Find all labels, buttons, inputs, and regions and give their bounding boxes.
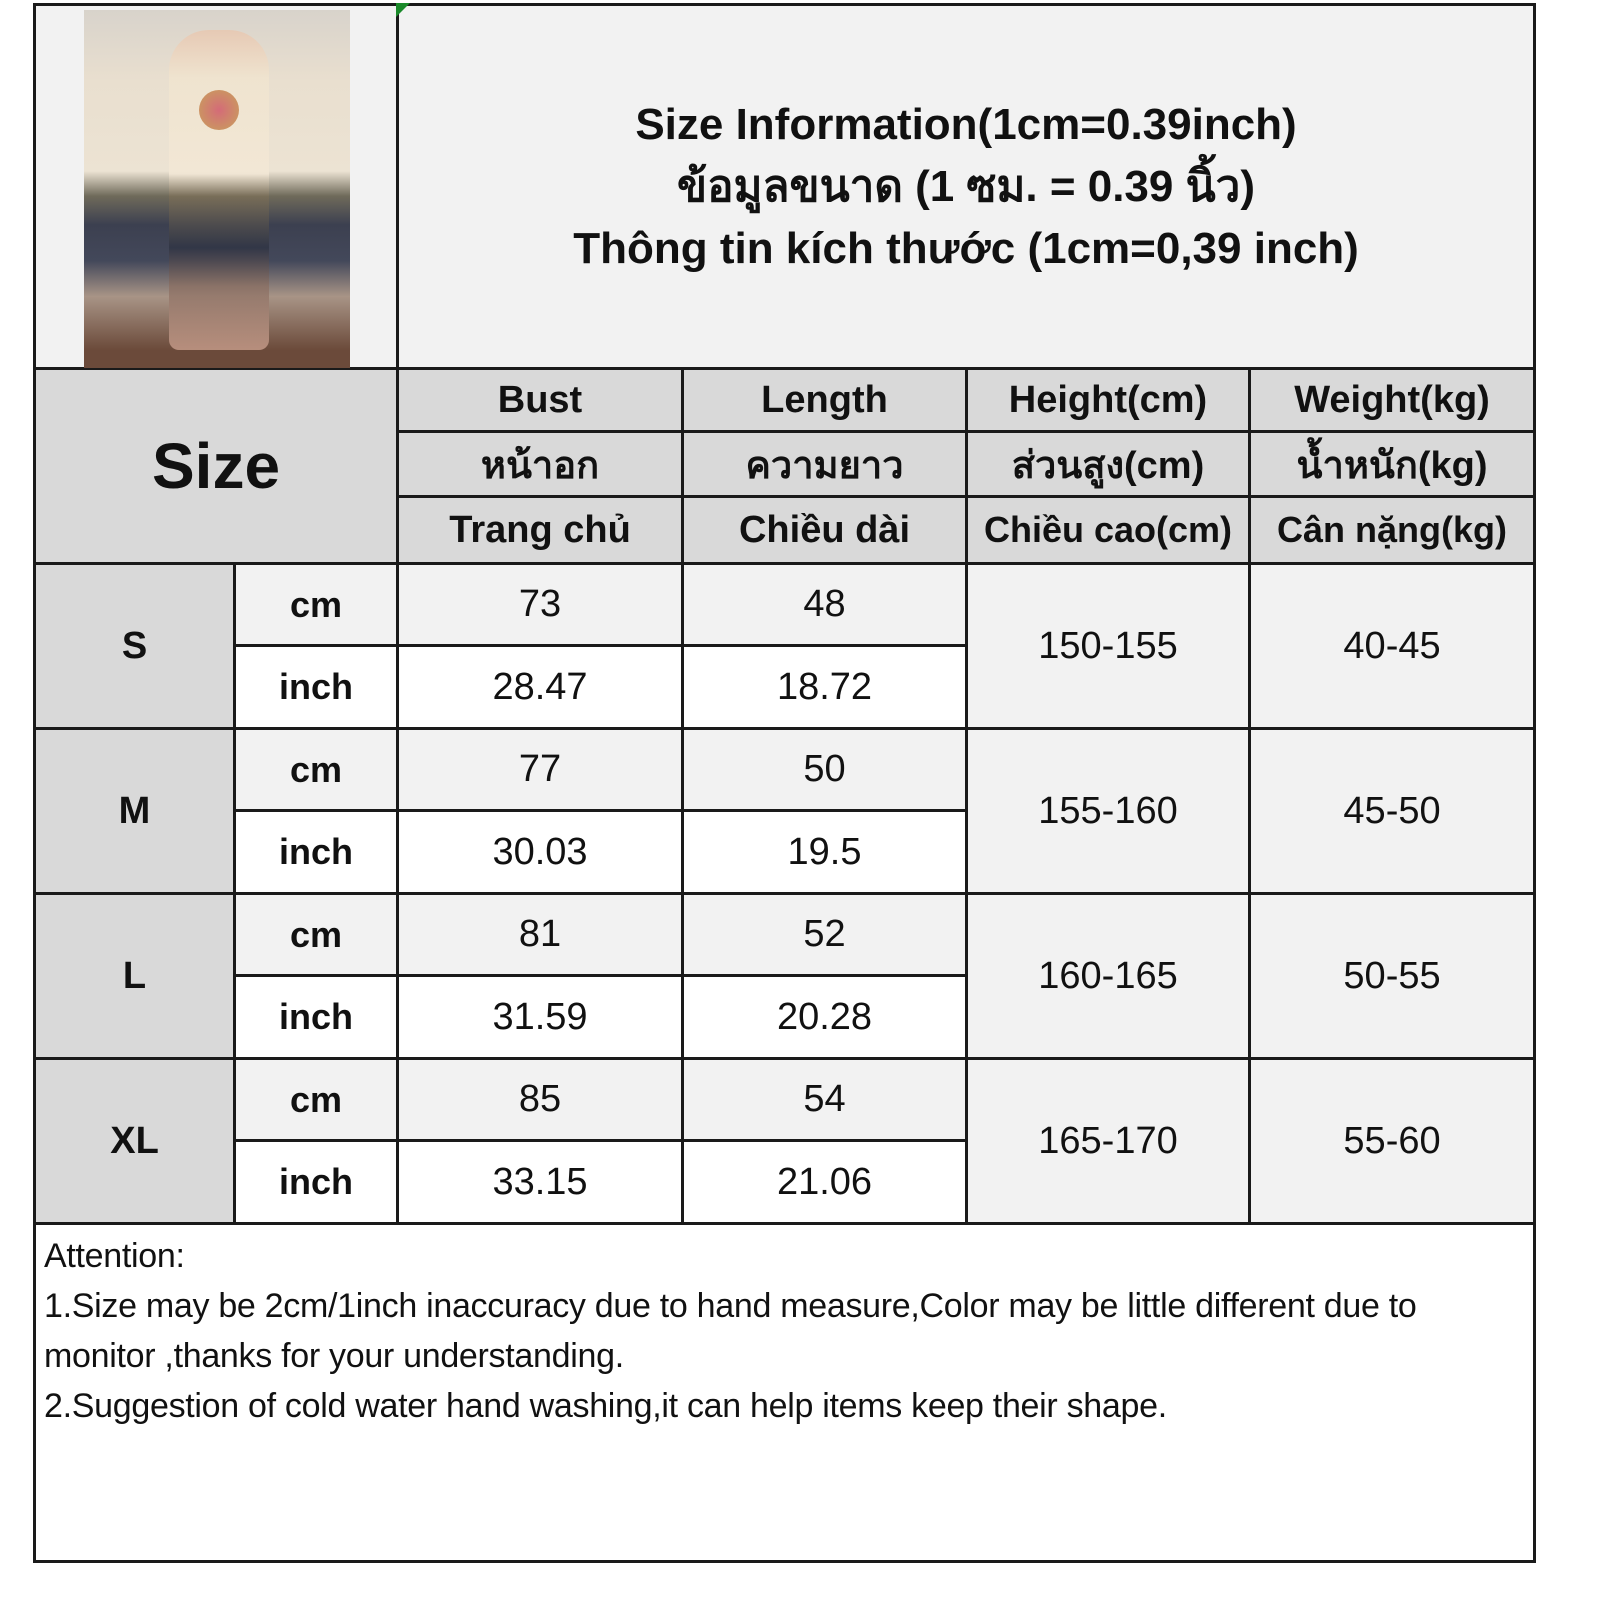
size-info-title: Size Information(1cm=0.39inch) ข้อมูลขนา… <box>395 3 1537 370</box>
col-bust-en: Bust <box>396 367 684 433</box>
col-length-vi: Chiều dài <box>681 495 968 565</box>
unit-cm: cm <box>233 727 399 812</box>
bust-cm: 85 <box>396 1057 684 1142</box>
size-header: Size <box>33 367 399 565</box>
col-weight-vi: Cân nặng(kg) <box>1247 495 1537 565</box>
title-vietnamese: Thông tin kích thước (1cm=0,39 inch) <box>573 223 1359 273</box>
unit-inch: inch <box>233 809 399 895</box>
weight-range: 55-60 <box>1247 1057 1537 1225</box>
cell-comment-marker <box>396 3 410 17</box>
col-height-vi: Chiều cao(cm) <box>965 495 1251 565</box>
unit-inch: inch <box>233 1139 399 1225</box>
size-chart-table: Size Information(1cm=0.39inch) ข้อมูลขนา… <box>32 3 1537 1563</box>
col-length-en: Length <box>681 367 968 433</box>
title-english: Size Information(1cm=0.39inch) <box>635 99 1297 149</box>
col-bust-vi: Trang chủ <box>396 495 684 565</box>
unit-inch: inch <box>233 644 399 730</box>
weight-range: 45-50 <box>1247 727 1537 895</box>
title-thai: ข้อมูลขนาด (1 ซม. = 0.39 นิ้ว) <box>677 161 1256 211</box>
note-1: 1.Size may be 2cm/1inch inaccuracy due t… <box>44 1287 1417 1375</box>
length-cm: 52 <box>681 892 968 977</box>
length-inch: 19.5 <box>681 809 968 895</box>
height-range: 160-165 <box>965 892 1251 1060</box>
bust-cm: 81 <box>396 892 684 977</box>
product-photo-cell <box>33 3 399 370</box>
col-weight-en: Weight(kg) <box>1247 367 1537 433</box>
height-range: 155-160 <box>965 727 1251 895</box>
attention-notes: Attention: 1.Size may be 2cm/1inch inacc… <box>32 1222 1537 1563</box>
length-inch: 18.72 <box>681 644 968 730</box>
col-height-th: ส่วนสูง(cm) <box>965 430 1251 498</box>
bust-inch: 31.59 <box>396 974 684 1060</box>
height-range: 150-155 <box>965 562 1251 730</box>
col-weight-th: น้ำหนัก(kg) <box>1247 430 1537 498</box>
unit-cm: cm <box>233 1057 399 1142</box>
unit-cm: cm <box>233 562 399 647</box>
bust-cm: 73 <box>396 562 684 647</box>
bust-inch: 33.15 <box>396 1139 684 1225</box>
bust-cm: 77 <box>396 727 684 812</box>
length-cm: 54 <box>681 1057 968 1142</box>
size-label: S <box>33 562 236 730</box>
length-inch: 21.06 <box>681 1139 968 1225</box>
col-bust-th: หน้าอก <box>396 430 684 498</box>
length-cm: 48 <box>681 562 968 647</box>
weight-range: 50-55 <box>1247 892 1537 1060</box>
bust-inch: 28.47 <box>396 644 684 730</box>
size-label: M <box>33 727 236 895</box>
size-label: XL <box>33 1057 236 1225</box>
height-range: 165-170 <box>965 1057 1251 1225</box>
col-length-th: ความยาว <box>681 430 968 498</box>
length-inch: 20.28 <box>681 974 968 1060</box>
notes-heading: Attention: <box>44 1237 185 1275</box>
weight-range: 40-45 <box>1247 562 1537 730</box>
length-cm: 50 <box>681 727 968 812</box>
unit-cm: cm <box>233 892 399 977</box>
unit-inch: inch <box>233 974 399 1060</box>
bust-inch: 30.03 <box>396 809 684 895</box>
col-height-en: Height(cm) <box>965 367 1251 433</box>
product-photo <box>84 10 350 368</box>
note-2: 2.Suggestion of cold water hand washing,… <box>44 1387 1167 1425</box>
size-label: L <box>33 892 236 1060</box>
